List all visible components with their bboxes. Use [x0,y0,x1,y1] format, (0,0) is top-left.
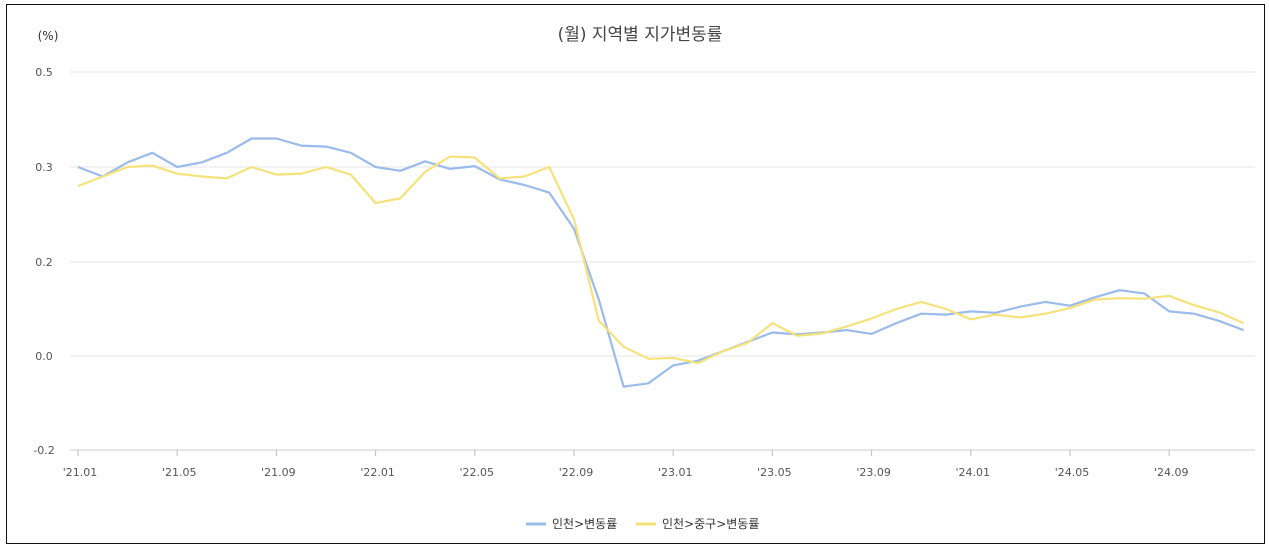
x-tick-label: '24.01 [956,466,991,479]
y-tick-label: 0.3 [35,161,53,174]
x-axis: '21.01 '21.05 '21.09 '22.01 '22.05 '22.09 '23.… [63,449,1255,479]
y-tick-label: 0.5 [35,66,53,79]
series-lines [77,137,1245,388]
x-tick-label: '21.01 [63,466,98,479]
x-tick-label: '24.09 [1154,466,1189,479]
x-tick-label: '21.09 [261,466,296,479]
x-tick-label: '22.05 [460,466,495,479]
legend-label-incheon-junggu[interactable]: 인천>중구>변동률 [662,516,759,531]
y-tick-label: -0.2 [33,444,54,457]
legend: 인천>변동률 인천>중구>변동률 [526,516,759,531]
x-tick-label: '23.01 [658,466,693,479]
y-tick-label: 0.2 [35,256,53,269]
legend-label-incheon[interactable]: 인천>변동률 [552,516,617,531]
x-tick-label: '23.05 [757,466,792,479]
series-line-1 [77,155,1245,365]
x-tick-label: '24.05 [1055,466,1090,479]
chart-title: (월) 지역별 지가변동률 [558,25,723,45]
chart-frame [6,4,1265,544]
y-tick-label: 0.0 [35,350,53,363]
x-tick-label: '23.09 [856,466,891,479]
unit-label: (%) [38,29,59,43]
x-tick-label: '22.01 [360,466,395,479]
series-line-0 [77,137,1244,388]
grid-lines [70,71,1255,451]
y-axis-ticks: 0.5 0.3 0.2 0.0 -0.2 [33,66,54,457]
x-tick-label: '21.05 [162,466,197,479]
x-tick-label: '22.09 [559,466,594,479]
